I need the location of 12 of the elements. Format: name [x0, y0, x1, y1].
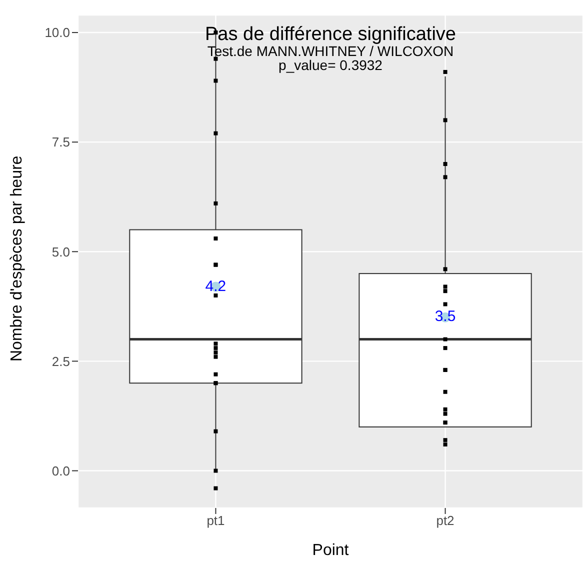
- y-tick-label: 2.5: [52, 354, 70, 369]
- y-tick-label: 5.0: [52, 244, 70, 260]
- x-tick-label: pt2: [436, 513, 454, 528]
- x-tick-label: pt1: [206, 513, 225, 528]
- x-axis-title: Point: [312, 542, 350, 559]
- annotation: p_value= 0.3932: [278, 57, 384, 73]
- y-tick-label: 7.5: [52, 134, 70, 150]
- y-tick-label: 10.0: [44, 25, 70, 40]
- data-label: 4.2: [204, 276, 228, 297]
- data-label: 3.5: [434, 307, 457, 328]
- y-tick-label: 0.0: [52, 463, 70, 478]
- y-axis-title: Nombre d'espèces par heure: [8, 156, 26, 362]
